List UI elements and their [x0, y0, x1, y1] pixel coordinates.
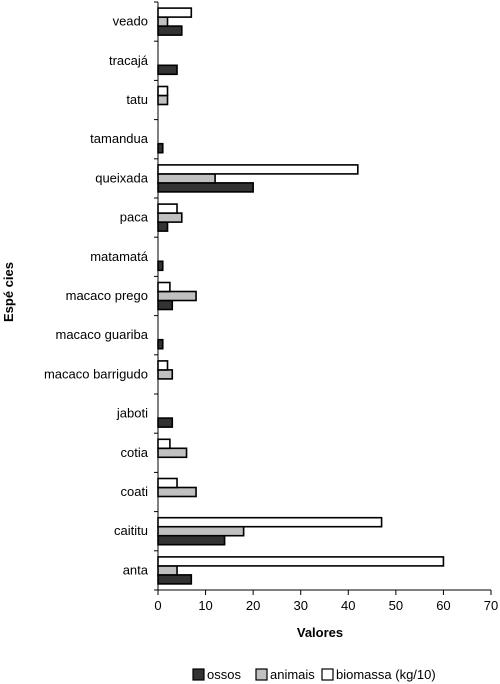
- bar-caititu-0: [157, 534, 226, 546]
- legend-label-2: biomassa (kg/10): [336, 667, 436, 682]
- bar-tamandua-0: [157, 142, 164, 154]
- legend-swatch-0: [192, 668, 205, 681]
- bar-macaco-barrigudo-1: [157, 369, 174, 380]
- bar-anta-0: [157, 574, 193, 585]
- axes: [154, 1, 492, 595]
- category-label: tatu: [126, 92, 148, 107]
- category-label: veado: [113, 14, 148, 29]
- category-label: anta: [123, 562, 149, 577]
- bar-paca-1: [157, 212, 183, 223]
- bar-veado-1: [157, 16, 169, 27]
- x-axis-title: Valores: [297, 625, 343, 640]
- category-label: cotia: [121, 445, 149, 460]
- category-label: coati: [121, 484, 149, 499]
- bar-macaco-barrigudo-2: [157, 360, 169, 371]
- category-label: tamandua: [90, 131, 149, 146]
- x-tick-label: 0: [154, 598, 161, 613]
- category-label: matamatá: [90, 249, 149, 264]
- bar-anta-2: [157, 556, 445, 567]
- bar-macaco-guariba-0: [157, 338, 164, 350]
- category-label: caititu: [114, 523, 148, 538]
- bar-coati-2: [157, 477, 178, 489]
- category-label: paca: [120, 210, 149, 225]
- category-label: macaco guariba: [56, 327, 149, 342]
- bar-queixada-2: [157, 164, 359, 175]
- category-label: tracajá: [109, 53, 149, 68]
- bar-macaco-prego-0: [157, 299, 174, 311]
- bar-cotia-2: [157, 438, 171, 450]
- bar-macaco-prego-1: [157, 290, 197, 302]
- legend-swatch-1: [255, 668, 268, 681]
- category-label: macaco barrigudo: [44, 366, 148, 381]
- category-label: queixada: [95, 170, 149, 185]
- x-ticks: 0 10 20 30 40 50 60 70: [154, 598, 498, 613]
- bar-paca-2: [157, 203, 178, 214]
- x-tick-label: 70: [484, 598, 498, 613]
- legend: ossos animais biomassa (kg/10): [192, 667, 436, 682]
- bar-tracajá-0: [157, 64, 178, 76]
- x-tick-label: 40: [341, 598, 355, 613]
- bar-queixada-1: [157, 173, 216, 184]
- y-axis-title: Espé cies: [1, 262, 16, 322]
- category-labels: anta caititu coati cotia jaboti macaco barrig…: [44, 14, 149, 578]
- bar-macaco-prego-2: [157, 281, 171, 293]
- legend-label-0: ossos: [207, 667, 241, 682]
- bar-cotia-1: [157, 447, 188, 459]
- bar-veado-2: [157, 7, 193, 18]
- bar-jaboti-0: [157, 417, 174, 428]
- bar-veado-0: [157, 25, 183, 36]
- bar-anta-1: [157, 565, 178, 576]
- x-tick-label: 30: [293, 598, 307, 613]
- x-tick-label: 50: [389, 598, 403, 613]
- bar-tatu-1: [157, 94, 169, 106]
- x-tick-label: 20: [246, 598, 260, 613]
- bar-paca-0: [157, 221, 169, 232]
- legend-swatch-2: [321, 668, 334, 681]
- bar-queixada-0: [157, 182, 254, 193]
- x-tick-label: 10: [198, 598, 212, 613]
- category-label: macaco prego: [66, 288, 148, 303]
- x-tick-label: 60: [436, 598, 450, 613]
- category-label: jaboti: [116, 406, 148, 421]
- bar-caititu-2: [157, 516, 383, 528]
- bar-tatu-2: [157, 85, 169, 97]
- bar-coati-1: [157, 486, 197, 498]
- bars: [157, 7, 445, 585]
- bar-matamatá-0: [157, 260, 164, 272]
- legend-label-1: animais: [270, 667, 315, 682]
- bar-caititu-1: [157, 525, 245, 537]
